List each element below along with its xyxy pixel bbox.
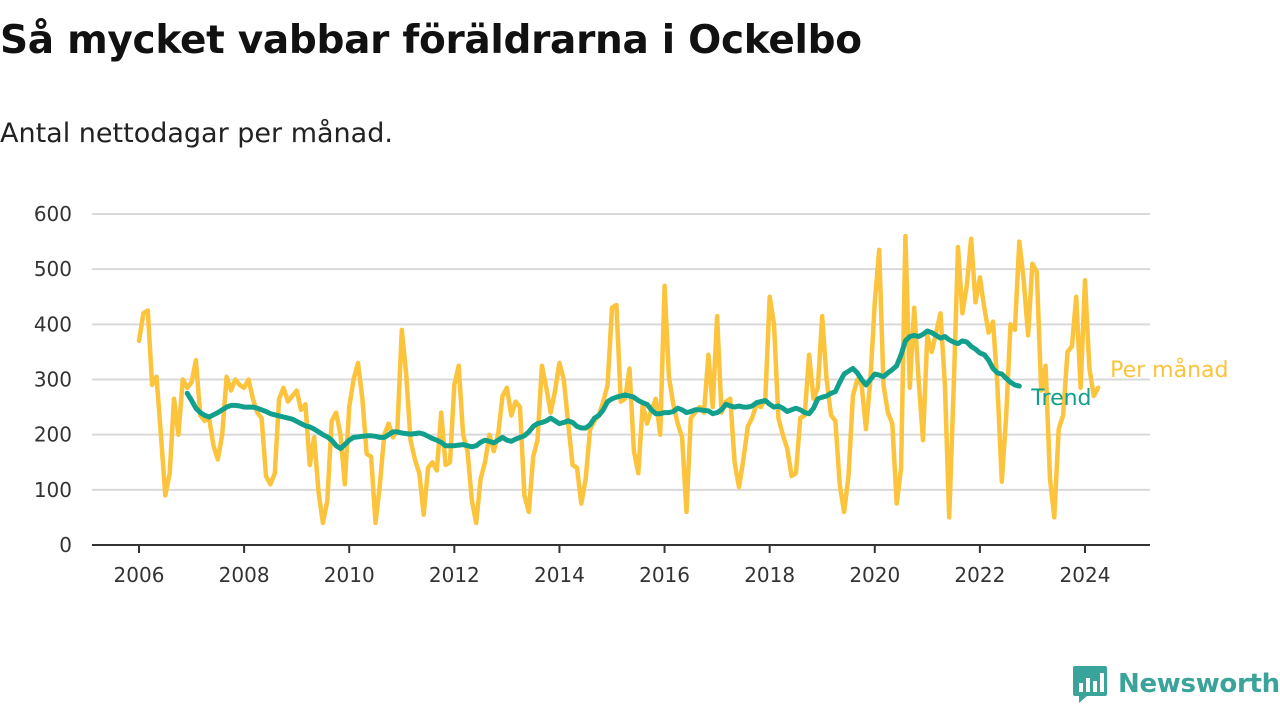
x-tick-label: 2012: [429, 563, 480, 587]
x-tick-label: 2022: [954, 563, 1005, 587]
chart-axes: 0 100 200 300 400 500 600 2006 2008 2010 2012 2014 2…: [34, 202, 1150, 587]
grid-lines: [92, 213, 1150, 491]
x-tick-label: 2024: [1060, 563, 1111, 587]
series-label-per-manad: Per månad: [1110, 357, 1228, 383]
series-label-trend: Trend: [1030, 386, 1091, 411]
x-tick-label: 2008: [219, 563, 270, 587]
chart-subtitle: Antal nettodagar per månad.: [0, 118, 393, 149]
y-tick-label: 400: [34, 312, 72, 336]
x-tick-label: 2018: [744, 563, 795, 587]
series-line-trend: [184, 328, 1022, 451]
y-tick-label: 600: [34, 202, 72, 226]
brand-name: Newsworthy: [1118, 669, 1280, 699]
newsworthy-chart-bubble-icon: [1073, 666, 1107, 703]
x-tick-label: 2010: [324, 563, 375, 587]
x-tick-label: 2016: [639, 563, 690, 587]
y-tick-label: 500: [34, 257, 72, 281]
y-tick-label: 0: [59, 533, 72, 557]
x-tick-label: 2006: [114, 563, 165, 587]
y-tick-label: 300: [34, 368, 72, 392]
series-labels: Per månad Trend: [1030, 357, 1228, 411]
newsworthy-logo: Newsworthy: [1072, 664, 1280, 704]
chart-series: [136, 233, 1101, 526]
series-line-per-manad: [136, 233, 1101, 526]
x-tick-label: 2020: [849, 563, 900, 587]
x-tick-label: 2014: [534, 563, 585, 587]
y-tick-label: 200: [34, 423, 72, 447]
y-tick-label: 100: [34, 478, 72, 502]
chart-title: Så mycket vabbar föräldrarna i Ockelbo: [0, 18, 862, 63]
